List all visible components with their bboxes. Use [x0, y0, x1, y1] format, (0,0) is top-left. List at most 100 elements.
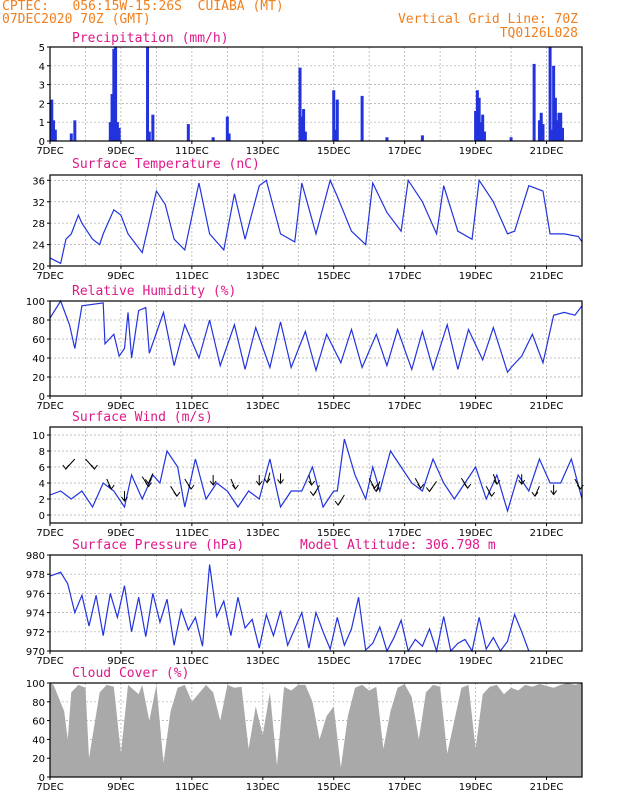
precip-bar: [559, 112, 563, 141]
header-datetime: 07DEC2020 70Z (GMT): [2, 12, 151, 27]
precip-bar: [73, 120, 77, 141]
y-tick-label: 1: [39, 118, 45, 129]
x-tick-label: 19DEC: [459, 146, 493, 157]
panel-title-cloud: Cloud Cover (%): [72, 666, 189, 681]
precip-bar: [553, 97, 557, 141]
wind-arrow-head: [231, 484, 239, 490]
precip-bar: [509, 137, 513, 141]
precip-bar: [52, 120, 56, 141]
panel-wind: 0 2 4 6 8 10 7DEC 9DEC 11DEC 13DEC 15DEC 17DEC 19DEC…: [32, 410, 584, 539]
panel-frame: [49, 300, 583, 397]
x-tick-label: 21DEC: [530, 782, 564, 793]
precip-bar: [114, 47, 118, 141]
y-tick-label: 5: [39, 43, 45, 54]
x-tick-label: 11DEC: [175, 528, 209, 539]
x-tick-label: 17DEC: [388, 782, 422, 793]
panel-rh: 0 20 40 60 80 100 7DEC 9DEC 11DEC 13DEC 15DEC 17DEC…: [26, 284, 583, 412]
wind-arrow-head: [173, 491, 181, 498]
wind-arrow-head: [62, 464, 70, 470]
precip-bar: [227, 133, 231, 141]
wind-arrow-head: [187, 484, 195, 490]
y-tick-label: 28: [32, 219, 45, 230]
x-tick-label: 19DEC: [459, 271, 493, 282]
x-tick-label: 15DEC: [317, 146, 351, 157]
wind-arrow-head: [334, 500, 342, 506]
precip-bar: [225, 116, 229, 141]
precip-bar: [117, 127, 121, 141]
y-tick-label: 972: [26, 628, 45, 639]
panel-title-pres: Surface Pressure (hPa): [72, 538, 244, 553]
x-tick-label: 7DEC: [36, 146, 63, 157]
x-tick-label: 17DEC: [388, 271, 422, 282]
x-tick-label: 15DEC: [317, 528, 351, 539]
precip-bar: [151, 114, 155, 141]
wind-arrow-head: [531, 491, 539, 498]
y-tick-label: 0: [39, 773, 45, 784]
x-tick-label: 11DEC: [175, 401, 209, 412]
precip-bar: [146, 47, 150, 141]
x-tick-label: 7DEC: [36, 401, 63, 412]
model-altitude-label: Model Altitude: 306.798 m: [300, 538, 496, 553]
wind-arrow-head: [309, 491, 317, 497]
x-tick-label: 13DEC: [246, 271, 280, 282]
y-tick-label: 978: [26, 570, 45, 581]
wind-arrow-head: [417, 483, 425, 490]
y-tick-label: 24: [32, 241, 45, 252]
precip-bar: [147, 131, 151, 141]
x-tick-label: 11DEC: [175, 782, 209, 793]
x-tick-label: 9DEC: [107, 528, 134, 539]
x-tick-label: 15DEC: [317, 401, 351, 412]
wind-arrow: [266, 472, 271, 483]
x-tick-label: 11DEC: [175, 146, 209, 157]
panel-frame: [49, 46, 583, 142]
x-tick-label: 17DEC: [388, 528, 422, 539]
x-tick-label: 9DEC: [107, 146, 134, 157]
y-tick-label: 40: [32, 735, 45, 746]
panel-title-precip: Precipitation (mm/h): [72, 31, 229, 46]
precip-bar: [539, 112, 543, 141]
x-tick-label: 7DEC: [36, 528, 63, 539]
wind-arrow-head: [493, 479, 501, 486]
y-tick-label: 6: [39, 463, 45, 474]
y-tick-label: 100: [26, 297, 45, 308]
y-tick-label: 20: [32, 262, 45, 273]
panel-precip: 0 1 2 3 4 5 7DEC 9DEC 11DEC 13DEC 15DEC 17DEC 19DEC 2…: [36, 31, 583, 157]
y-tick-label: 80: [32, 698, 45, 709]
y-tick-label: 20: [32, 373, 45, 384]
panel-title-wind: Surface Wind (m/s): [72, 410, 213, 425]
x-tick-label: 11DEC: [175, 271, 209, 282]
precip-bar: [112, 48, 116, 141]
precip-bar: [335, 99, 339, 141]
wind-arrow-head: [308, 480, 316, 486]
x-tick-label: 7DEC: [36, 782, 63, 793]
y-tick-label: 10: [32, 431, 45, 442]
panel-title-temp: Surface Temperature (nC): [72, 157, 260, 172]
precip-bar: [69, 133, 73, 141]
precip-bar: [541, 124, 545, 141]
precip-bar: [300, 116, 304, 141]
precip-bar: [560, 127, 564, 141]
wind-arrow-head: [144, 479, 152, 485]
precip-bar: [420, 135, 424, 141]
precip-bar: [360, 95, 364, 141]
y-tick-label: 0: [39, 392, 45, 403]
precip-bar: [482, 131, 486, 141]
x-tick-label: 19DEC: [459, 782, 493, 793]
precip-bar: [481, 114, 485, 141]
y-tick-label: 3: [39, 81, 45, 92]
wind-arrow-head: [425, 487, 433, 493]
precip-bar: [108, 122, 112, 141]
y-tick-label: 36: [32, 176, 45, 187]
series-line-temp: [49, 178, 583, 265]
y-tick-label: 8: [39, 447, 45, 458]
wind-arrow-head: [464, 483, 472, 490]
wind-arrow: [492, 474, 498, 485]
wind-arrow-head: [550, 490, 558, 496]
wind-arrow-head: [121, 496, 128, 502]
y-tick-label: 976: [26, 589, 45, 600]
precip-bar: [50, 99, 54, 141]
x-tick-label: 21DEC: [530, 656, 564, 667]
y-tick-label: 0: [39, 511, 45, 522]
y-tick-label: 100: [26, 679, 45, 690]
y-tick-label: 20: [32, 754, 45, 765]
